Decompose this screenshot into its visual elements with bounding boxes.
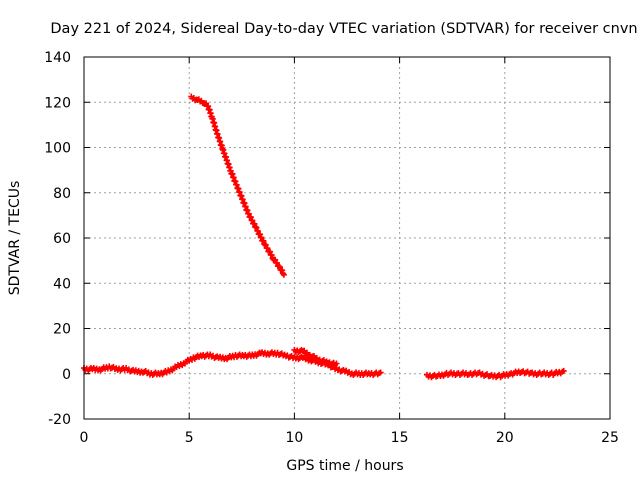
- series-segment-1-upper: [291, 346, 340, 368]
- x-tick-label: 15: [391, 430, 409, 446]
- data-point: [333, 360, 340, 367]
- x-tick-label: 25: [601, 430, 619, 446]
- grid: [84, 57, 610, 419]
- x-tick-label: 0: [80, 430, 89, 446]
- y-tick-label: 20: [53, 322, 71, 338]
- data-point: [279, 267, 286, 274]
- y-axis-label: SDTVAR / TECUs: [7, 181, 23, 296]
- series-high-arc: [188, 93, 287, 278]
- y-tick-label: 120: [44, 95, 71, 111]
- plot-frame: [83, 56, 611, 420]
- data-point: [276, 263, 283, 270]
- x-tick-label: 10: [285, 430, 303, 446]
- x-tick-label: 5: [185, 430, 194, 446]
- data-point: [262, 241, 269, 248]
- data-point: [266, 248, 273, 255]
- y-tick-label: 0: [62, 367, 71, 383]
- axis-ticks: 0 5 10 15 20 25 -20 0 20 40 60 80 100 120 140: [44, 50, 619, 446]
- data-point: [273, 259, 280, 266]
- series-segment-1: [81, 349, 384, 378]
- y-tick-label: 80: [53, 186, 71, 202]
- data-point: [272, 256, 279, 263]
- y-tick-label: 100: [44, 141, 71, 157]
- data-points: [81, 93, 567, 381]
- data-point: [560, 367, 567, 374]
- y-tick-label: 60: [53, 231, 71, 247]
- series-segment-2: [423, 367, 567, 381]
- y-tick-label: -20: [48, 412, 71, 428]
- y-tick-label: 140: [44, 50, 71, 66]
- y-tick-label: 40: [53, 276, 71, 292]
- x-axis-label: GPS time / hours: [286, 458, 403, 474]
- data-point: [377, 369, 384, 376]
- data-point: [264, 245, 271, 252]
- chart-title: Day 221 of 2024, Sidereal Day-to-day VTE…: [50, 21, 637, 37]
- x-tick-label: 20: [496, 430, 514, 446]
- data-point: [280, 271, 287, 278]
- data-point: [268, 252, 275, 259]
